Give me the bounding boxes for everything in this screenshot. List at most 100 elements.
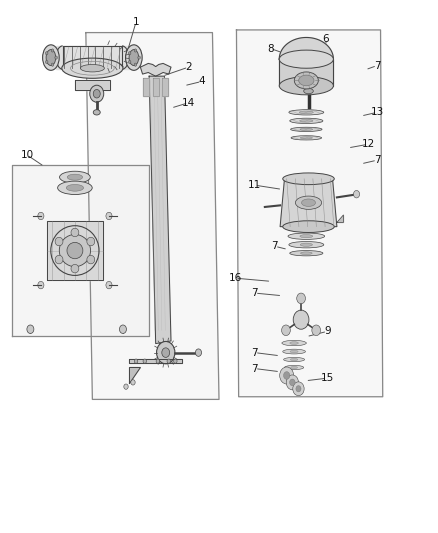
Polygon shape [279, 59, 333, 86]
Ellipse shape [66, 184, 84, 191]
Circle shape [128, 52, 131, 55]
Polygon shape [279, 37, 333, 59]
Ellipse shape [59, 235, 91, 266]
Ellipse shape [67, 174, 83, 180]
Ellipse shape [55, 237, 63, 246]
Circle shape [106, 212, 112, 220]
Circle shape [131, 379, 135, 385]
Text: 9: 9 [324, 326, 331, 336]
Ellipse shape [299, 111, 313, 114]
Circle shape [51, 49, 54, 52]
Ellipse shape [60, 171, 90, 183]
Circle shape [312, 325, 321, 336]
Text: 7: 7 [272, 241, 278, 251]
Polygon shape [46, 221, 103, 280]
Ellipse shape [301, 199, 315, 206]
Circle shape [134, 63, 137, 66]
Circle shape [27, 325, 34, 334]
Ellipse shape [93, 90, 100, 98]
Polygon shape [149, 76, 171, 344]
Text: 12: 12 [362, 139, 375, 149]
Ellipse shape [71, 264, 79, 273]
Ellipse shape [290, 118, 323, 124]
Ellipse shape [162, 348, 170, 358]
Circle shape [134, 359, 138, 364]
Polygon shape [75, 80, 110, 90]
Ellipse shape [87, 255, 95, 264]
Circle shape [156, 359, 159, 364]
Ellipse shape [90, 85, 104, 102]
Text: 7: 7 [251, 364, 258, 374]
Ellipse shape [295, 196, 321, 209]
Text: 14: 14 [182, 98, 195, 108]
Ellipse shape [300, 235, 313, 238]
Text: 1: 1 [133, 17, 139, 27]
Ellipse shape [282, 341, 306, 346]
Circle shape [38, 212, 44, 220]
Ellipse shape [279, 50, 333, 68]
Circle shape [51, 63, 54, 66]
Ellipse shape [291, 136, 321, 140]
Ellipse shape [62, 58, 123, 78]
Polygon shape [130, 368, 141, 383]
Circle shape [353, 190, 360, 198]
Ellipse shape [285, 366, 304, 369]
Circle shape [282, 325, 290, 336]
Polygon shape [122, 46, 129, 69]
Circle shape [293, 382, 304, 395]
Text: 7: 7 [251, 288, 258, 298]
Text: 7: 7 [374, 61, 380, 70]
Text: 7: 7 [374, 155, 380, 165]
Ellipse shape [290, 359, 298, 361]
Ellipse shape [283, 173, 334, 184]
Ellipse shape [55, 255, 63, 264]
Polygon shape [130, 359, 182, 364]
Circle shape [46, 52, 48, 55]
Polygon shape [56, 46, 63, 69]
Circle shape [167, 359, 170, 364]
Ellipse shape [42, 45, 59, 70]
Circle shape [297, 293, 305, 304]
Text: 4: 4 [198, 77, 205, 86]
Text: 10: 10 [20, 150, 33, 160]
Polygon shape [141, 63, 171, 76]
Circle shape [143, 359, 147, 364]
Polygon shape [86, 33, 219, 399]
Text: 13: 13 [371, 107, 384, 117]
Text: 2: 2 [185, 62, 192, 72]
Ellipse shape [58, 181, 92, 195]
Polygon shape [162, 78, 168, 96]
Text: 8: 8 [267, 44, 274, 53]
Ellipse shape [300, 243, 312, 246]
Ellipse shape [290, 342, 298, 344]
Ellipse shape [129, 50, 139, 66]
Ellipse shape [81, 64, 104, 72]
Circle shape [195, 349, 201, 357]
Polygon shape [280, 179, 337, 227]
Ellipse shape [290, 350, 298, 353]
Circle shape [293, 310, 309, 329]
Polygon shape [143, 78, 149, 96]
Circle shape [38, 281, 44, 289]
Text: 6: 6 [323, 34, 329, 44]
Circle shape [286, 375, 298, 390]
Ellipse shape [283, 349, 305, 354]
Ellipse shape [288, 233, 325, 239]
Ellipse shape [290, 251, 323, 256]
Ellipse shape [300, 119, 313, 122]
Ellipse shape [126, 45, 142, 70]
Ellipse shape [290, 127, 322, 132]
Circle shape [283, 372, 290, 379]
Circle shape [124, 384, 128, 389]
Ellipse shape [300, 128, 313, 131]
Ellipse shape [67, 243, 83, 259]
Circle shape [296, 386, 301, 392]
Ellipse shape [299, 75, 314, 86]
Ellipse shape [304, 88, 313, 94]
Polygon shape [12, 165, 149, 336]
Ellipse shape [300, 252, 312, 255]
Circle shape [55, 56, 57, 59]
Text: 7: 7 [251, 348, 258, 358]
Text: 11: 11 [248, 180, 261, 190]
Circle shape [290, 379, 295, 386]
